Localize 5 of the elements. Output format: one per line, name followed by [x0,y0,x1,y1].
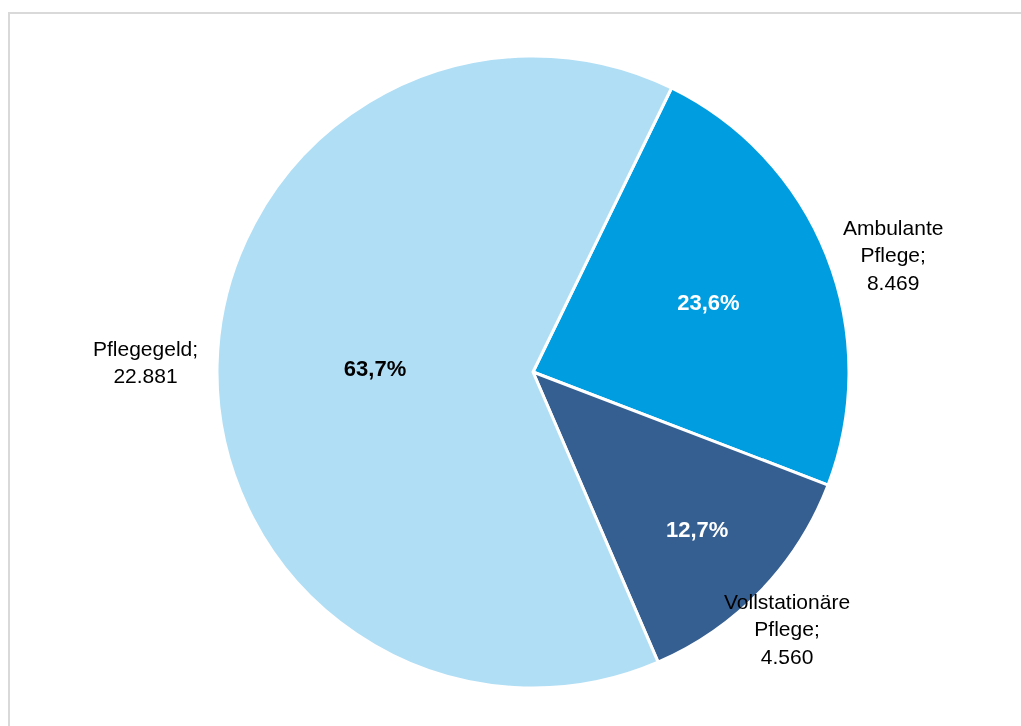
data-label: 23,6% [677,290,740,316]
data-label: 63,7% [343,355,407,381]
slice-label: Ambulante Pflege; 8.469 [843,216,944,294]
data-label: 12,7% [666,517,729,543]
slice-label: Pflegegeld; 22.881 [93,337,199,388]
